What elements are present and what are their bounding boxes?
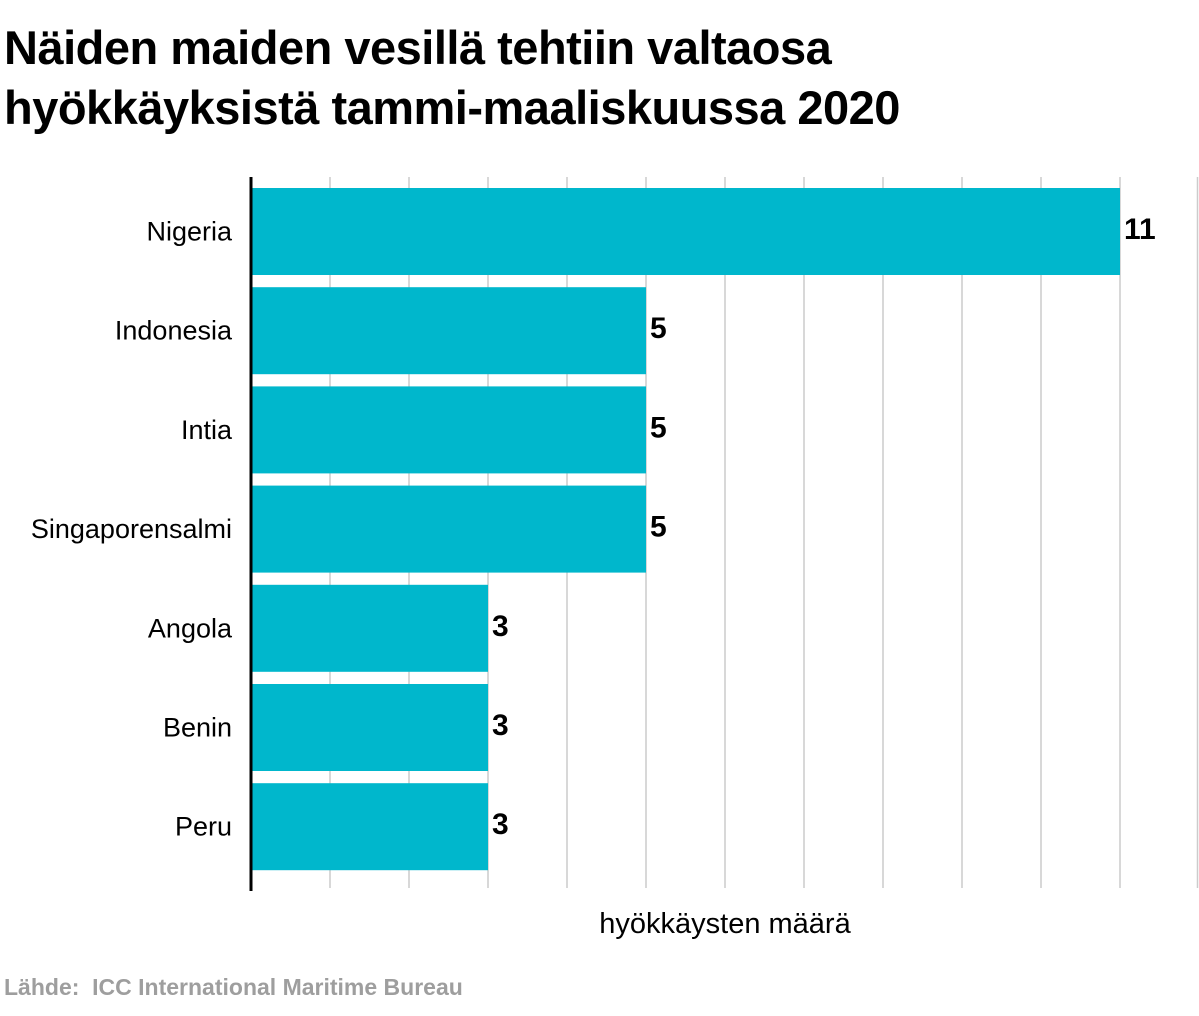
category-labels: Nigeria Indonesia Intia Singaporensalmi Ango… bbox=[31, 217, 233, 842]
chart-title-line-2: hyökkäyksistä tammi-maaliskuussa 2020 bbox=[4, 81, 900, 134]
x-axis-title: hyökkäysten määrä bbox=[599, 908, 851, 940]
category-label: Indonesia bbox=[115, 316, 233, 346]
value-label: 11 bbox=[1124, 213, 1156, 246]
category-label: Nigeria bbox=[146, 217, 233, 247]
bar bbox=[251, 386, 646, 474]
value-label: 5 bbox=[650, 312, 667, 345]
category-label: Intia bbox=[181, 415, 233, 445]
value-label: 3 bbox=[492, 709, 509, 742]
bar bbox=[251, 287, 646, 375]
category-label: Angola bbox=[148, 613, 233, 643]
bar bbox=[251, 584, 488, 672]
bar bbox=[251, 684, 488, 771]
category-label: Peru bbox=[175, 812, 232, 842]
category-label: Singaporensalmi bbox=[31, 514, 232, 544]
bar bbox=[251, 485, 646, 573]
value-label: 3 bbox=[492, 610, 509, 643]
value-label: 5 bbox=[650, 511, 667, 544]
chart-title-line-1: Näiden maiden vesillä tehtiin valtaosa bbox=[4, 21, 832, 74]
bars bbox=[251, 188, 1120, 871]
category-label: Benin bbox=[163, 713, 232, 743]
bar-chart: Nigeria Indonesia Intia Singaporensalmi Ango… bbox=[31, 177, 1199, 940]
value-label: 5 bbox=[650, 411, 667, 444]
chart-title: Näiden maiden vesillä tehtiin valtaosa h… bbox=[4, 18, 1194, 138]
bar bbox=[251, 783, 488, 871]
source-note: Lähde: ICC International Maritime Bureau bbox=[4, 974, 463, 1000]
value-labels: 11 5 5 5 3 3 3 bbox=[492, 213, 1156, 841]
bar bbox=[251, 188, 1120, 275]
value-label: 3 bbox=[492, 808, 509, 841]
